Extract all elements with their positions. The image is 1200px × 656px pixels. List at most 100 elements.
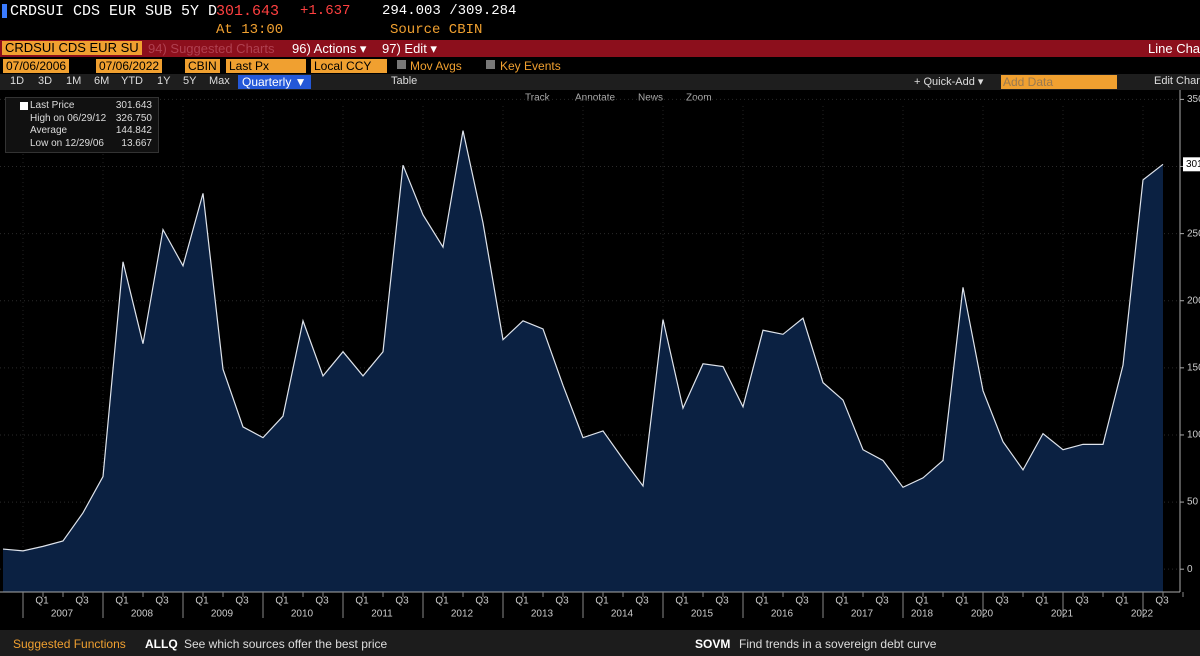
x-quarter-label: Q1 bbox=[755, 596, 769, 607]
legend-label: Low on 12/29/06 bbox=[30, 137, 104, 149]
period-button[interactable]: YTD bbox=[121, 75, 143, 87]
x-year-label: 2017 bbox=[851, 609, 874, 620]
y-tick-label: 200 bbox=[1187, 295, 1200, 306]
line bbox=[2, 130, 1164, 552]
function-code[interactable]: SOVM bbox=[695, 637, 731, 651]
x-year-label: 2012 bbox=[451, 609, 474, 620]
add-data[interactable]: Add Data bbox=[1001, 75, 1117, 89]
x-quarter-label: Q3 bbox=[1155, 596, 1169, 607]
range: 294.003 /309.284 bbox=[382, 3, 517, 19]
x-year-label: 2016 bbox=[771, 609, 794, 620]
legend-swatch bbox=[20, 102, 28, 110]
x-year-label: 2018 bbox=[911, 609, 934, 620]
checkbox[interactable] bbox=[397, 60, 406, 69]
x-quarter-label: Q3 bbox=[395, 596, 409, 607]
ticker[interactable]: CRDSUI CDS EUR SU bbox=[2, 41, 142, 55]
period-button[interactable]: 5Y bbox=[183, 75, 197, 87]
x-quarter-label: Q3 bbox=[475, 596, 489, 607]
header: CRDSUI CDS EUR SUB 5Y D 301.643 +1.637 2… bbox=[0, 0, 1200, 40]
x-quarter-label: Q1 bbox=[915, 596, 929, 607]
x-quarter-label: Q3 bbox=[995, 596, 1009, 607]
last-value-label: 301.643 bbox=[1186, 159, 1200, 170]
end-date[interactable]: 07/06/2022 bbox=[96, 59, 163, 73]
x-quarter-label: Q1 bbox=[1035, 596, 1049, 607]
table[interactable]: Table bbox=[391, 75, 418, 87]
x-year-label: 2014 bbox=[611, 609, 634, 620]
x-quarter-label: Q3 bbox=[235, 596, 249, 607]
y-tick-label: 250 bbox=[1187, 228, 1200, 239]
last-price: 301.643 bbox=[216, 3, 280, 20]
controls: 07/06/2006 07/06/2022 CBIN Last Px Local… bbox=[0, 57, 1200, 74]
x-year-label: 2022 bbox=[1131, 609, 1154, 620]
function-text[interactable]: See which sources offer the best price bbox=[184, 637, 388, 651]
marker bbox=[2, 4, 7, 18]
frequency[interactable]: Quarterly ▼ bbox=[238, 75, 311, 89]
x-year-label: 2008 bbox=[131, 609, 154, 620]
x-year-label: 2010 bbox=[291, 609, 314, 620]
checkbox[interactable] bbox=[486, 60, 495, 69]
toolbar: CRDSUI CDS EUR SU 94) Suggested Charts 9… bbox=[0, 40, 1200, 57]
period-bar: Quarterly ▼ Table + Quick-Add ▾ Add Data… bbox=[0, 74, 1200, 90]
period-button[interactable]: 6M bbox=[94, 75, 110, 87]
x-year-label: 2011 bbox=[371, 609, 393, 620]
field-input[interactable]: Last Px bbox=[226, 59, 306, 73]
x-quarter-label: Q3 bbox=[635, 596, 649, 607]
chart-kind[interactable]: Line Cha bbox=[1148, 41, 1200, 56]
currency-input[interactable]: Local CCY bbox=[311, 59, 387, 73]
legend-label: Last Price bbox=[30, 100, 75, 111]
chart-tool: Track bbox=[525, 93, 551, 104]
x-quarter-label: Q3 bbox=[155, 596, 169, 607]
start-date[interactable]: 07/06/2006 bbox=[3, 59, 70, 73]
x-quarter-label: Q1 bbox=[35, 596, 49, 607]
x-year-label: 2013 bbox=[531, 609, 554, 620]
x-quarter-label: Q3 bbox=[1075, 596, 1089, 607]
legend-label: High on 06/29/12 bbox=[30, 112, 107, 124]
footer: Suggested Functions ALLQ See which sourc… bbox=[0, 630, 1200, 656]
period-button[interactable]: 1Y bbox=[157, 75, 171, 87]
x-quarter-label: Q3 bbox=[715, 596, 729, 607]
legend: Last Price 301.643 High on 06/29/12 326.750… bbox=[5, 97, 159, 153]
x-year-label: 2007 bbox=[51, 609, 74, 620]
period-button[interactable]: Max bbox=[209, 75, 230, 87]
x-quarter-label: Q1 bbox=[1115, 596, 1129, 607]
y-tick-label: 100 bbox=[1187, 430, 1200, 441]
actions[interactable]: 96) Actions ▾ bbox=[292, 41, 367, 56]
suggested-charts[interactable]: 94) Suggested Charts bbox=[148, 41, 275, 56]
y-tick-label: 50 bbox=[1187, 497, 1199, 508]
x-quarter-label: Q1 bbox=[955, 596, 969, 607]
mov-avgs[interactable]: Mov Avgs bbox=[410, 59, 462, 73]
x-quarter-label: Q1 bbox=[195, 596, 209, 607]
legend-value: 144.842 bbox=[115, 125, 152, 136]
quick-add[interactable]: + Quick-Add ▾ bbox=[914, 76, 984, 88]
chart: TrackAnnotateNewsZoom0501001502002503003… bbox=[0, 90, 1200, 620]
edit[interactable]: 97) Edit ▾ bbox=[382, 41, 437, 56]
legend-value: 13.667 bbox=[121, 137, 152, 149]
security: CRDSUI CDS EUR SUB 5Y D bbox=[10, 3, 218, 20]
legend-label: Average bbox=[30, 125, 68, 136]
x-year-label: 2015 bbox=[691, 609, 714, 620]
legend-value: 301.643 bbox=[115, 100, 152, 111]
change: +1.637 bbox=[300, 3, 351, 19]
legend-value: 326.750 bbox=[115, 112, 152, 124]
x-quarter-label: Q1 bbox=[275, 596, 289, 607]
period-button[interactable]: 1D bbox=[10, 75, 25, 87]
y-tick-label: 0 bbox=[1187, 564, 1193, 575]
key-events[interactable]: Key Events bbox=[500, 59, 561, 73]
function-text[interactable]: Find trends in a sovereign debt curve bbox=[739, 637, 937, 651]
function-code[interactable]: ALLQ bbox=[145, 637, 178, 651]
x-quarter-label: Q1 bbox=[115, 596, 129, 607]
source-input[interactable]: CBIN bbox=[185, 59, 220, 73]
edit-chart[interactable]: Edit Char bbox=[1154, 75, 1200, 87]
period-button[interactable]: 3D bbox=[38, 75, 53, 87]
period-button[interactable]: 1M bbox=[66, 75, 82, 87]
x-quarter-label: Q1 bbox=[515, 596, 529, 607]
area bbox=[3, 130, 1163, 592]
y-tick-label: 350 bbox=[1187, 94, 1200, 105]
x-quarter-label: Q3 bbox=[875, 596, 889, 607]
chart-tool: Zoom bbox=[686, 93, 712, 104]
y-tick-label: 150 bbox=[1187, 362, 1200, 373]
x-quarter-label: Q1 bbox=[355, 596, 369, 607]
chart-tool: Annotate bbox=[575, 93, 615, 104]
x-year-label: 2020 bbox=[971, 609, 994, 620]
